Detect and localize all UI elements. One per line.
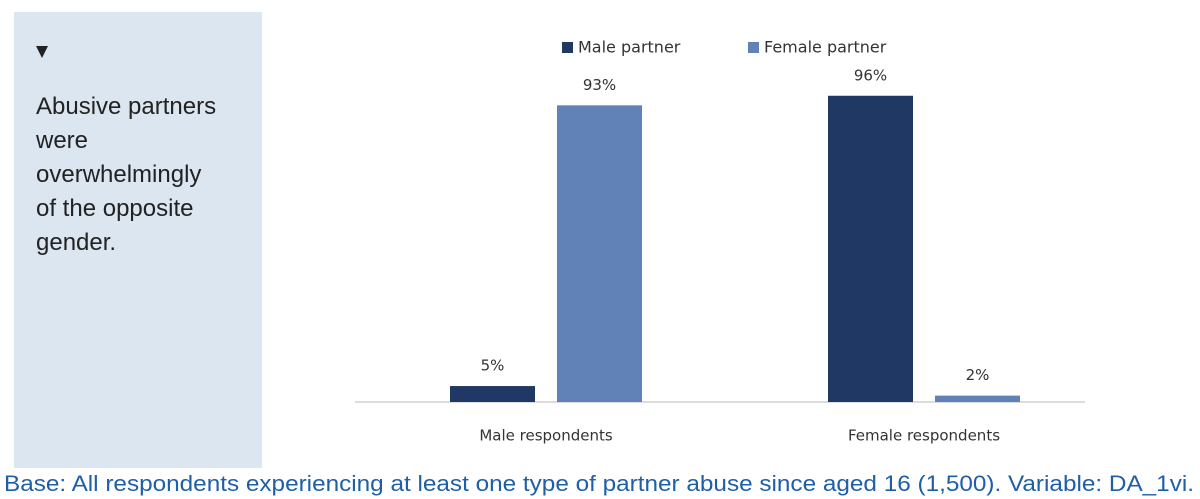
value-label: 93% bbox=[583, 76, 616, 94]
bar bbox=[828, 95, 913, 402]
value-label: 96% bbox=[854, 66, 887, 84]
value-label: 5% bbox=[481, 357, 505, 375]
legend-swatch bbox=[748, 42, 759, 53]
x-tick-label: Male respondents bbox=[479, 427, 613, 445]
bar bbox=[557, 105, 642, 402]
panel-marker bbox=[36, 46, 48, 58]
bar bbox=[935, 395, 1020, 402]
x-tick-label: Female respondents bbox=[848, 427, 1000, 445]
side-panel bbox=[14, 12, 262, 468]
value-label: 2% bbox=[966, 366, 990, 384]
bar bbox=[450, 386, 535, 402]
panel-text: Abusive partners were overwhelmingly of … bbox=[36, 93, 217, 256]
legend-label: Male partner bbox=[578, 38, 681, 57]
footnote: Base: All respondents experiencing at le… bbox=[4, 471, 1194, 496]
legend-label: Female partner bbox=[764, 38, 887, 57]
legend-swatch bbox=[562, 42, 573, 53]
